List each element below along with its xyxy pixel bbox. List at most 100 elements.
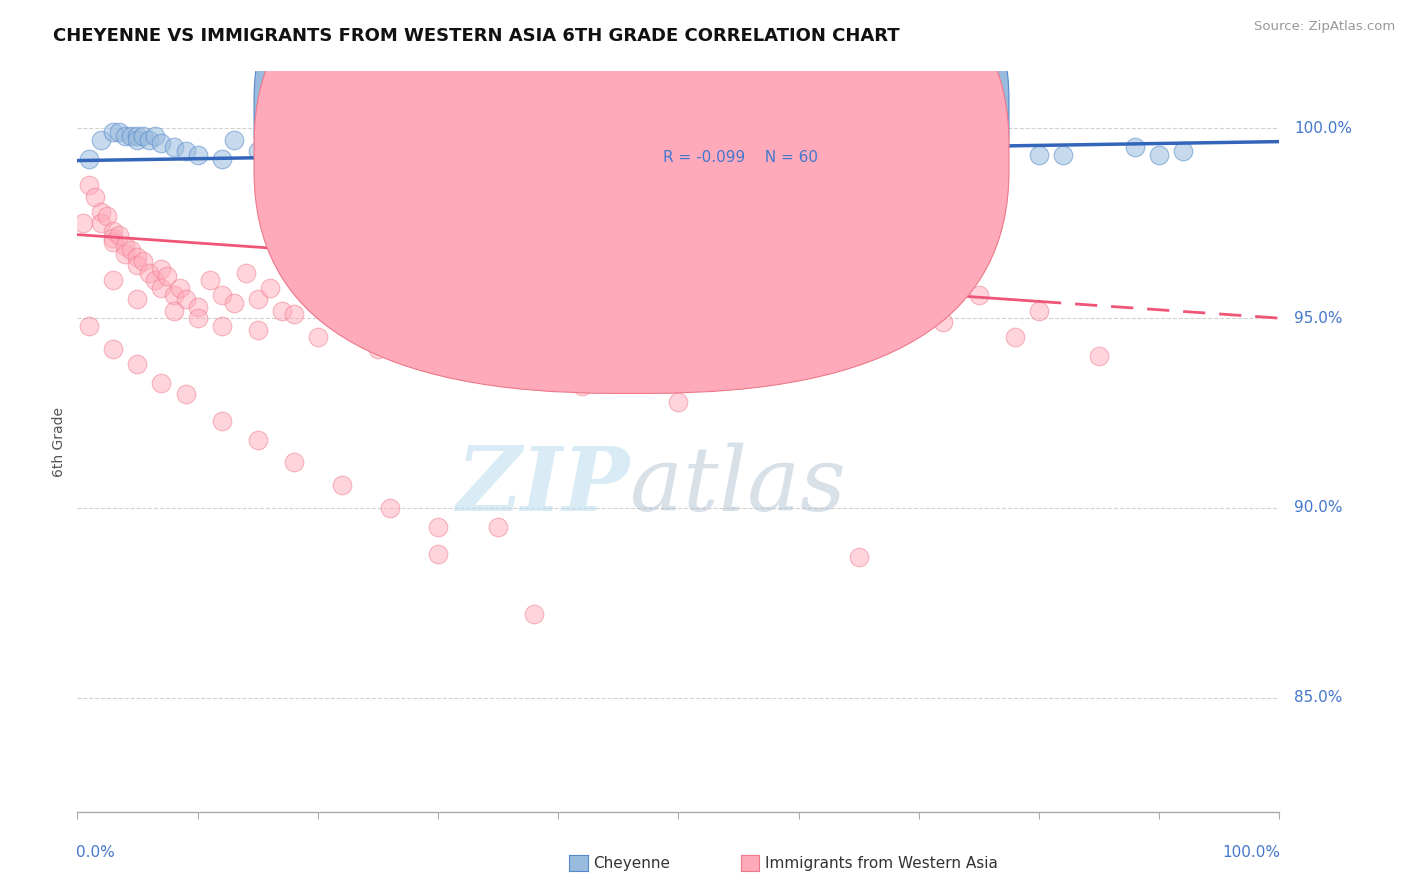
Point <box>84 189 107 203</box>
Point <box>643 311 665 326</box>
Point <box>198 273 221 287</box>
Point <box>96 209 118 223</box>
Point <box>174 144 197 158</box>
Point <box>547 155 569 169</box>
Point <box>523 273 546 287</box>
Point <box>127 133 149 147</box>
Point <box>222 133 245 147</box>
Point <box>486 273 509 287</box>
Point <box>138 133 160 147</box>
Y-axis label: 6th Grade: 6th Grade <box>52 407 66 476</box>
Point <box>186 300 209 314</box>
Text: 85.0%: 85.0% <box>1294 690 1343 706</box>
Point <box>108 125 131 139</box>
Point <box>307 159 329 173</box>
Point <box>103 235 125 250</box>
Text: Source: ZipAtlas.com: Source: ZipAtlas.com <box>1254 20 1395 33</box>
Point <box>427 520 450 534</box>
Point <box>668 303 690 318</box>
Point <box>174 387 197 401</box>
Point <box>571 379 593 393</box>
Point <box>883 303 905 318</box>
Point <box>222 296 245 310</box>
Point <box>1028 148 1050 162</box>
Point <box>283 307 305 321</box>
Point <box>270 152 292 166</box>
Point <box>246 144 269 158</box>
Point <box>138 266 160 280</box>
Point <box>162 303 184 318</box>
Point <box>427 349 450 363</box>
Point <box>354 311 377 326</box>
Point <box>571 303 593 318</box>
Point <box>486 357 509 371</box>
Point <box>246 433 269 447</box>
Point <box>330 478 353 492</box>
Text: 100.0%: 100.0% <box>1223 845 1281 860</box>
Point <box>1149 148 1171 162</box>
Point <box>1028 303 1050 318</box>
Text: 100.0%: 100.0% <box>1294 120 1353 136</box>
Point <box>523 368 546 383</box>
Point <box>79 318 101 333</box>
Point <box>162 288 184 302</box>
Point <box>607 300 630 314</box>
Point <box>132 254 155 268</box>
Point <box>120 128 142 143</box>
Point <box>174 292 197 306</box>
Point <box>270 303 292 318</box>
Point <box>103 224 125 238</box>
FancyBboxPatch shape <box>254 0 1010 351</box>
Point <box>90 133 112 147</box>
Point <box>330 292 353 306</box>
Point <box>127 292 149 306</box>
Point <box>259 281 281 295</box>
Point <box>150 281 173 295</box>
Point <box>235 266 257 280</box>
Point <box>211 318 233 333</box>
Point <box>427 281 450 295</box>
Point <box>692 292 714 306</box>
Point <box>150 136 173 151</box>
Point <box>1123 140 1146 154</box>
Text: Immigrants from Western Asia: Immigrants from Western Asia <box>765 856 998 871</box>
Point <box>90 216 112 230</box>
Point <box>72 216 94 230</box>
Point <box>367 342 389 356</box>
Point <box>307 281 329 295</box>
Point <box>150 376 173 390</box>
Text: ZIP: ZIP <box>457 442 630 529</box>
Point <box>427 148 450 162</box>
Text: R =   0.289    N = 33: R = 0.289 N = 33 <box>662 108 823 122</box>
Point <box>145 128 167 143</box>
Point <box>787 148 810 162</box>
Point <box>211 414 233 428</box>
Point <box>486 152 509 166</box>
Point <box>186 311 209 326</box>
Text: R = -0.099    N = 60: R = -0.099 N = 60 <box>662 151 818 166</box>
Point <box>145 273 167 287</box>
Point <box>114 239 136 253</box>
Point <box>523 607 546 622</box>
Point <box>211 288 233 302</box>
Point <box>727 322 749 336</box>
Text: atlas: atlas <box>630 442 846 529</box>
Point <box>127 258 149 272</box>
Point <box>150 261 173 276</box>
Point <box>486 520 509 534</box>
Point <box>162 140 184 154</box>
Point <box>127 357 149 371</box>
Point <box>114 246 136 260</box>
Point <box>1088 349 1111 363</box>
Point <box>132 128 155 143</box>
Text: 95.0%: 95.0% <box>1294 310 1343 326</box>
Point <box>211 152 233 166</box>
Point <box>908 148 931 162</box>
Point <box>402 281 425 295</box>
Point <box>156 269 179 284</box>
Text: 0.0%: 0.0% <box>76 845 115 860</box>
Point <box>103 273 125 287</box>
Point <box>451 288 474 302</box>
Text: CHEYENNE VS IMMIGRANTS FROM WESTERN ASIA 6TH GRADE CORRELATION CHART: CHEYENNE VS IMMIGRANTS FROM WESTERN ASIA… <box>53 27 900 45</box>
Point <box>169 281 191 295</box>
